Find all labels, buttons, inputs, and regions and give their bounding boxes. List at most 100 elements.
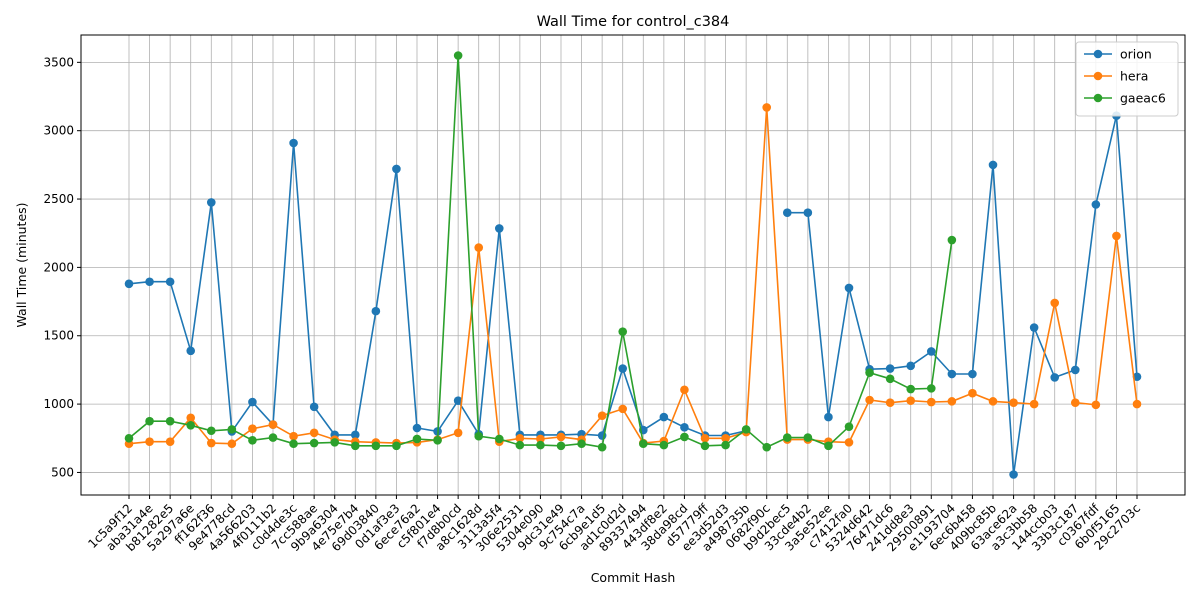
y-tick-label: 2000 xyxy=(43,260,74,274)
data-point-gaeac6 xyxy=(268,433,278,442)
data-point-orion xyxy=(1050,373,1060,382)
chart-title: Wall Time for control_c384 xyxy=(537,14,730,30)
legend-swatch-marker xyxy=(1093,49,1103,59)
legend-swatch-marker xyxy=(1093,93,1103,103)
data-point-gaeac6 xyxy=(453,51,463,60)
data-point-orion xyxy=(988,160,998,170)
y-tick-label: 1500 xyxy=(43,329,74,343)
data-point-gaeac6 xyxy=(350,441,360,451)
data-point-gaeac6 xyxy=(659,440,669,450)
data-point-orion xyxy=(1132,372,1142,382)
legend-label: hera xyxy=(1120,69,1148,84)
data-point-gaeac6 xyxy=(248,436,257,445)
data-point-gaeac6 xyxy=(597,442,607,452)
data-point-hera xyxy=(700,433,710,443)
data-point-gaeac6 xyxy=(577,439,586,449)
data-point-hera xyxy=(968,388,977,398)
data-point-gaeac6 xyxy=(206,426,216,436)
data-point-orion xyxy=(680,423,689,432)
data-point-hera xyxy=(680,385,689,395)
data-point-hera xyxy=(988,397,998,406)
data-point-orion xyxy=(350,430,360,440)
data-point-gaeac6 xyxy=(433,436,442,445)
data-point-hera xyxy=(206,438,216,448)
data-point-orion xyxy=(844,283,854,293)
data-point-gaeac6 xyxy=(536,440,545,450)
data-point-hera xyxy=(844,438,854,447)
data-point-orion xyxy=(165,277,175,287)
data-point-orion xyxy=(412,423,422,433)
grid-lines xyxy=(81,35,1185,495)
data-point-gaeac6 xyxy=(330,438,340,447)
data-point-hera xyxy=(597,411,607,421)
data-point-hera xyxy=(1009,398,1018,408)
data-point-gaeac6 xyxy=(762,442,772,452)
data-point-hera xyxy=(762,103,772,112)
data-point-gaeac6 xyxy=(844,422,854,431)
data-point-hera xyxy=(1050,298,1060,308)
data-point-hera xyxy=(721,433,730,443)
data-point-orion xyxy=(659,412,669,422)
y-tick-label: 3000 xyxy=(43,124,74,138)
data-point-gaeac6 xyxy=(803,433,813,442)
data-point-orion xyxy=(947,369,957,379)
data-point-hera xyxy=(1070,398,1080,408)
data-point-gaeac6 xyxy=(515,440,525,450)
data-point-orion xyxy=(782,208,792,218)
series-line-hera xyxy=(128,107,1138,445)
data-point-hera xyxy=(145,437,154,446)
data-point-orion xyxy=(124,279,134,289)
data-point-hera xyxy=(926,397,936,407)
data-point-gaeac6 xyxy=(145,416,154,426)
data-point-hera xyxy=(165,437,175,446)
data-point-gaeac6 xyxy=(227,425,237,434)
data-point-hera xyxy=(453,428,463,438)
data-point-orion xyxy=(453,396,463,405)
data-point-gaeac6 xyxy=(638,439,648,449)
series-hera xyxy=(124,103,1142,449)
y-tick-label: 500 xyxy=(51,465,74,479)
legend: orion hera gaeac6 xyxy=(1075,41,1179,117)
plot-frame xyxy=(80,34,1186,496)
data-point-orion xyxy=(618,364,628,373)
data-point-gaeac6 xyxy=(741,425,751,434)
data-point-gaeac6 xyxy=(618,327,628,336)
data-point-orion xyxy=(1029,323,1039,332)
data-point-gaeac6 xyxy=(782,433,792,442)
data-point-gaeac6 xyxy=(700,441,710,451)
data-point-orion xyxy=(824,412,833,422)
data-point-orion xyxy=(1070,365,1080,375)
data-point-hera xyxy=(865,395,874,405)
data-point-gaeac6 xyxy=(947,235,957,245)
data-point-orion xyxy=(145,277,154,287)
data-point-hera xyxy=(474,243,484,252)
data-point-gaeac6 xyxy=(494,434,504,444)
data-point-hera xyxy=(1112,231,1121,241)
y-axis-title: Wall Time (minutes) xyxy=(14,202,29,327)
legend-swatch-marker xyxy=(1093,71,1103,81)
data-point-orion xyxy=(309,402,319,412)
y-tick-label: 1000 xyxy=(43,397,74,411)
data-point-gaeac6 xyxy=(865,368,874,377)
data-point-gaeac6 xyxy=(371,441,381,451)
series-gaeac6 xyxy=(124,51,957,452)
data-point-hera xyxy=(906,396,916,405)
data-point-gaeac6 xyxy=(926,384,936,393)
data-point-hera xyxy=(186,413,196,423)
data-point-orion xyxy=(206,198,216,207)
data-point-orion xyxy=(1009,470,1018,479)
data-point-orion xyxy=(186,346,196,356)
data-point-hera xyxy=(268,420,278,429)
data-point-gaeac6 xyxy=(556,441,566,451)
data-point-hera xyxy=(309,428,319,438)
y-tick-label: 3500 xyxy=(43,55,74,69)
data-point-orion xyxy=(803,208,813,218)
legend-label: gaeac6 xyxy=(1120,91,1166,106)
data-point-gaeac6 xyxy=(124,433,134,443)
data-point-orion xyxy=(906,361,916,371)
data-point-hera xyxy=(1132,399,1142,409)
data-point-gaeac6 xyxy=(412,434,422,444)
data-point-hera xyxy=(515,433,525,443)
data-point-orion xyxy=(926,347,936,356)
